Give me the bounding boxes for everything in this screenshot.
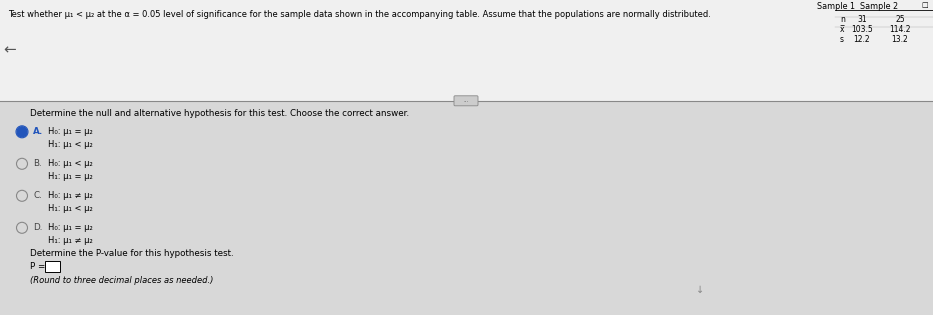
FancyBboxPatch shape (454, 96, 478, 106)
Text: 12.2: 12.2 (854, 35, 870, 44)
Text: C.: C. (33, 191, 42, 200)
Text: H₁: μ₁ ≠ μ₂: H₁: μ₁ ≠ μ₂ (48, 236, 92, 245)
Text: 25: 25 (895, 15, 905, 24)
Text: D.: D. (33, 223, 42, 232)
Text: s: s (840, 35, 844, 44)
Text: H₀: μ₁ < μ₂: H₀: μ₁ < μ₂ (48, 159, 92, 168)
Text: ←: ← (3, 43, 16, 58)
Text: Determine the P-value for this hypothesis test.: Determine the P-value for this hypothesi… (30, 249, 233, 258)
Text: (Round to three decimal places as needed.): (Round to three decimal places as needed… (30, 276, 214, 285)
Text: Sample 1  Sample 2: Sample 1 Sample 2 (817, 2, 898, 11)
Text: 114.2: 114.2 (889, 25, 911, 34)
Text: B.: B. (33, 159, 42, 168)
Text: H₀: μ₁ ≠ μ₂: H₀: μ₁ ≠ μ₂ (48, 191, 92, 200)
FancyBboxPatch shape (0, 0, 933, 101)
Text: 31: 31 (857, 15, 867, 24)
Text: ...: ... (464, 98, 468, 103)
Text: A.: A. (33, 127, 43, 136)
Text: □: □ (922, 2, 928, 8)
Text: H₁: μ₁ = μ₂: H₁: μ₁ = μ₂ (48, 172, 92, 181)
Circle shape (17, 127, 27, 137)
Text: n: n (840, 15, 845, 24)
Text: 103.5: 103.5 (851, 25, 873, 34)
Text: H₀: μ₁ = μ₂: H₀: μ₁ = μ₂ (48, 223, 92, 232)
FancyBboxPatch shape (45, 261, 60, 272)
Text: H₁: μ₁ < μ₂: H₁: μ₁ < μ₂ (48, 140, 92, 149)
Text: H₁: μ₁ < μ₂: H₁: μ₁ < μ₂ (48, 204, 92, 213)
Text: x̅: x̅ (840, 25, 844, 34)
FancyBboxPatch shape (0, 101, 933, 315)
Text: Test whether μ₁ < μ₂ at the α = 0.05 level of significance for the sample data s: Test whether μ₁ < μ₂ at the α = 0.05 lev… (8, 10, 711, 19)
Text: H₀: μ₁ = μ₂: H₀: μ₁ = μ₂ (48, 127, 92, 136)
Text: Determine the null and alternative hypothesis for this test. Choose the correct : Determine the null and alternative hypot… (30, 109, 410, 118)
Text: ↓: ↓ (696, 285, 704, 295)
Text: P =: P = (30, 262, 46, 271)
Text: 13.2: 13.2 (892, 35, 909, 44)
